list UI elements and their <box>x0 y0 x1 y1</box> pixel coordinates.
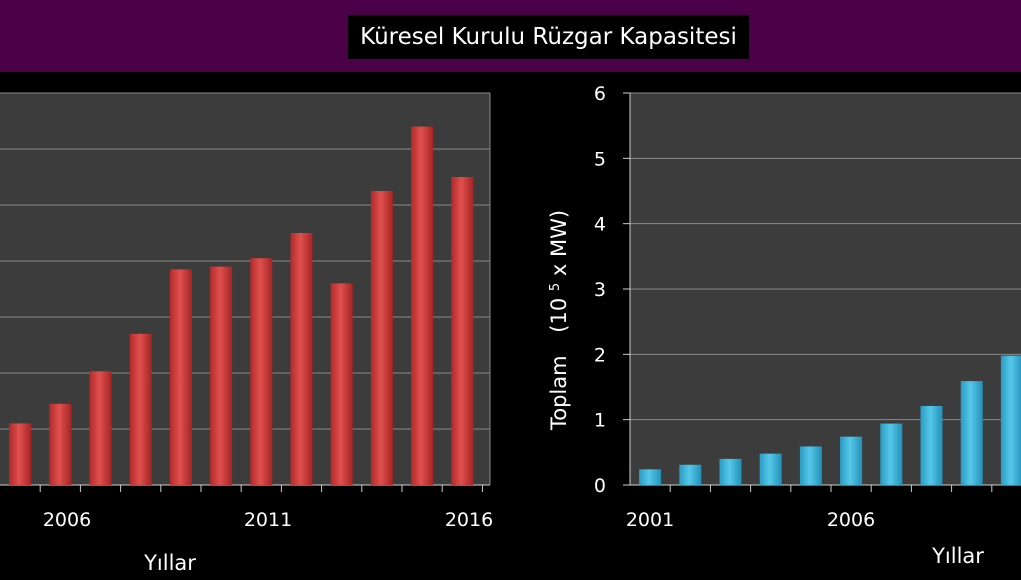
left-bar <box>129 333 152 485</box>
right-y-tick-label: 2 <box>594 344 606 366</box>
right-bar-chart: 0 1 2 3 4 5 6 2001 2006 Toplam (10 5 x MW) Yıll… <box>547 83 1021 568</box>
left-x-tick-label: 2006 <box>43 509 91 531</box>
right-bar <box>920 405 943 485</box>
left-bar <box>89 371 112 485</box>
left-bars <box>9 126 483 492</box>
right-y-label-unit-sup: 5 <box>548 283 563 291</box>
right-y-ticks: 0 1 2 3 4 5 6 <box>594 83 606 497</box>
right-x-tick-label: 2001 <box>626 509 674 531</box>
right-y-label-main: Toplam <box>547 355 571 431</box>
right-y-tick-label: 3 <box>594 279 606 301</box>
right-y-tick-label: 4 <box>594 214 606 236</box>
right-bar <box>799 446 822 485</box>
left-gridlines <box>0 92 491 486</box>
left-x-ticks: 2006 2011 2016 <box>43 509 493 531</box>
right-bar <box>719 458 742 485</box>
left-bar <box>290 233 313 485</box>
chart-title: Küresel Kurulu Rüzgar Kapasitesi <box>348 15 749 59</box>
right-bar <box>880 423 903 485</box>
left-bar <box>330 283 353 485</box>
right-bar <box>960 381 983 485</box>
left-bar-chart: 2006 2011 2016 Yıllar <box>0 92 493 575</box>
right-y-label-unit-prefix: (10 <box>547 298 571 333</box>
right-y-tick-label: 1 <box>594 410 606 432</box>
right-y-tick-label: 0 <box>594 475 606 497</box>
title-banner: Küresel Kurulu Rüzgar Kapasitesi <box>0 0 1021 72</box>
left-bar <box>210 266 233 485</box>
right-x-ticks: 2001 2006 <box>626 509 875 531</box>
left-bar <box>451 177 474 485</box>
left-plot-area <box>0 93 490 485</box>
left-bar <box>49 403 72 485</box>
right-y-axis-label: Toplam (10 5 x MW) <box>547 210 571 431</box>
right-x-axis-label: Yıllar <box>931 544 984 568</box>
left-bar <box>370 191 393 485</box>
right-bar <box>759 453 782 485</box>
left-bar <box>9 423 32 485</box>
left-x-tick-label: 2011 <box>244 509 292 531</box>
left-x-tick-label: 2016 <box>445 509 493 531</box>
right-y-label-unit-suffix: x MW) <box>547 210 571 276</box>
right-y-tick-label: 5 <box>594 148 606 170</box>
left-x-axis-label: Yıllar <box>143 551 196 575</box>
right-bar <box>1000 355 1021 485</box>
right-y-tick-label: 6 <box>594 83 606 105</box>
right-bar <box>639 469 662 485</box>
left-bar <box>250 258 273 485</box>
right-bars <box>639 355 1021 492</box>
left-bar <box>411 126 434 485</box>
left-bar <box>169 269 192 485</box>
right-bar <box>840 436 863 485</box>
right-bar <box>679 464 702 485</box>
right-x-tick-label: 2006 <box>827 509 875 531</box>
